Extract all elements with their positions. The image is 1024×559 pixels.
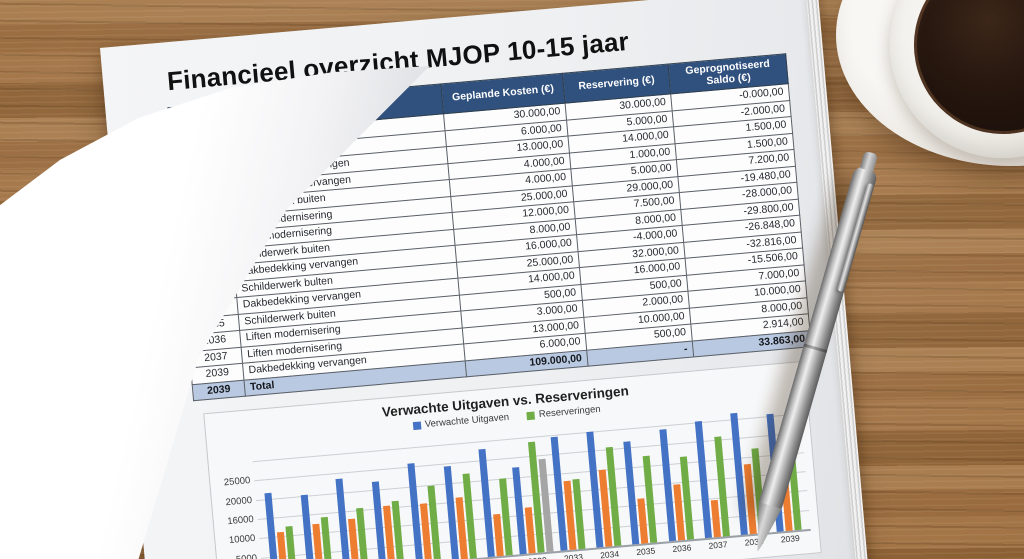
y-axis-tick: 5000 xyxy=(235,552,258,559)
bar-reserveringen xyxy=(320,517,333,559)
bar-verwachte-uitgaven xyxy=(623,441,640,545)
y-axis-tick: 20000 xyxy=(225,494,253,508)
x-axis-label: 2039 xyxy=(780,532,801,545)
bar-groups xyxy=(252,401,811,559)
saucer xyxy=(836,0,1024,166)
bar-verwachte-uitgaven xyxy=(478,449,496,558)
coffee-surface xyxy=(914,0,1024,134)
x-axis-label: 2037 xyxy=(708,539,728,551)
coffee-cup xyxy=(890,0,1024,158)
y-axis-tick: 10000 xyxy=(228,533,256,547)
pen-seam xyxy=(803,343,828,353)
bar-reserveringen xyxy=(356,507,369,559)
bar-reserveringen xyxy=(285,526,297,559)
y-axis-tick: 16000 xyxy=(226,513,255,528)
bar-verwachte-uitgaven xyxy=(694,421,712,539)
x-axis-label: 2034 xyxy=(599,548,620,559)
y-axis-tick: 25000 xyxy=(223,475,251,489)
x-axis-label: 2038 xyxy=(744,536,764,548)
legend-label: Reserveringen xyxy=(538,403,602,421)
plot-area: 2025202620272028202920302031203220332034… xyxy=(252,401,813,559)
x-axis-label: 2036 xyxy=(672,542,692,555)
x-axis-label: 2035 xyxy=(635,545,656,558)
bar-verwachte-uitgaven xyxy=(264,492,279,559)
legend-item: Reserveringen xyxy=(526,403,602,421)
cell-jaar: 2039 xyxy=(192,379,246,401)
legend-color-icon xyxy=(412,421,422,430)
legend-color-icon xyxy=(526,411,536,420)
